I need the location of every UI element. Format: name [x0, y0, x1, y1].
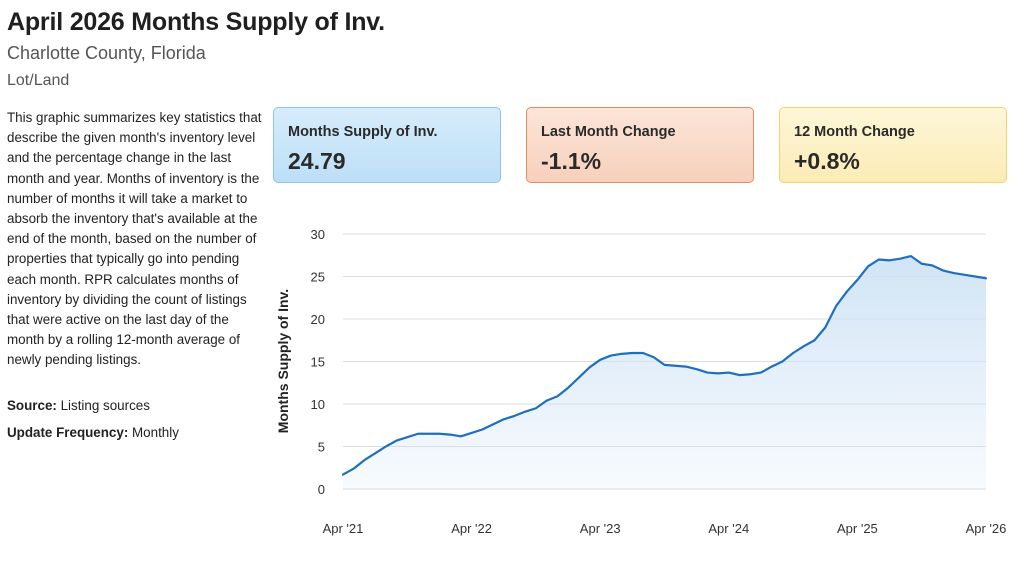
- months-supply-card: Months Supply of Inv. 24.79: [273, 107, 501, 183]
- y-tick-label: 0: [318, 482, 325, 497]
- y-tick-label: 25: [311, 270, 325, 285]
- series-line: [341, 255, 988, 476]
- twelve-month-change-card: 12 Month Change +0.8%: [779, 107, 1007, 183]
- frequency-line: Update Frequency: Monthly: [7, 425, 179, 440]
- x-tick-label: Apr '22: [451, 521, 492, 536]
- x-tick-label: Apr '23: [580, 521, 621, 536]
- frequency-value: Monthly: [132, 425, 179, 440]
- last-month-change-value: -1.1%: [541, 148, 602, 174]
- twelve-month-change-value: +0.8%: [794, 148, 860, 174]
- last-month-change-label: Last Month Change: [541, 124, 676, 140]
- y-tick-label: 30: [311, 227, 325, 242]
- y-axis-label: Months Supply of Inv.: [275, 289, 291, 433]
- description-text: This graphic summarizes key statistics t…: [7, 110, 262, 368]
- source-label: Source:: [7, 398, 57, 413]
- x-tick-label: Apr '24: [708, 521, 749, 536]
- y-tick-label: 5: [318, 440, 325, 455]
- source-line: Source: Listing sources: [7, 398, 150, 413]
- y-tick-label: 10: [311, 397, 325, 412]
- frequency-label: Update Frequency:: [7, 425, 129, 440]
- months-supply-label: Months Supply of Inv.: [288, 124, 438, 140]
- months-supply-value: 24.79: [288, 148, 346, 174]
- x-tick-label: Apr '26: [966, 521, 1007, 536]
- series-area: [343, 256, 986, 489]
- location-label: Charlotte County, Florida: [7, 43, 206, 63]
- last-month-change-card: Last Month Change -1.1%: [526, 107, 754, 183]
- property-type-label: Lot/Land: [7, 72, 70, 89]
- x-tick-label: Apr '21: [323, 521, 364, 536]
- y-tick-label: 15: [311, 355, 325, 370]
- x-tick-label: Apr '25: [837, 521, 878, 536]
- source-value: Listing sources: [60, 398, 150, 413]
- y-tick-label: 20: [311, 312, 325, 327]
- twelve-month-change-label: 12 Month Change: [794, 124, 915, 140]
- page-title: April 2026 Months Supply of Inv.: [7, 8, 385, 36]
